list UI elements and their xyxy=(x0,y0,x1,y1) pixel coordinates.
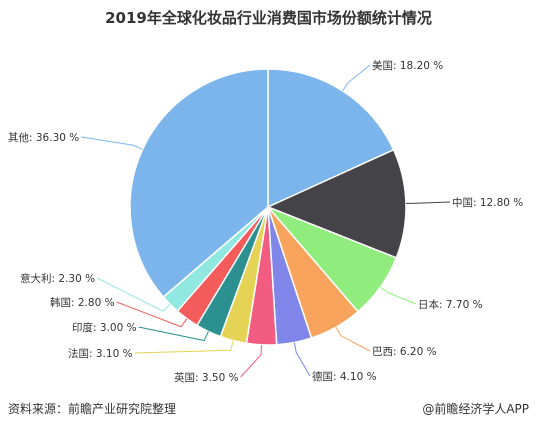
footer: 资料来源：前瞻产业研究院整理 @前瞻经济学人APP xyxy=(0,398,537,426)
source-note: 资料来源：前瞻产业研究院整理 xyxy=(8,402,177,416)
connector-line-6 xyxy=(240,344,262,378)
slice-label-4: 巴西: 6.20 % xyxy=(372,346,437,358)
slice-label-7: 法国: 3.10 % xyxy=(68,347,133,360)
slice-label-9: 韩国: 2.80 % xyxy=(50,296,115,309)
slice-label-2: 中国: 12.80 % xyxy=(452,196,523,209)
pie-chart: 美国: 18.20 % 中国: 12.80 % 日本: 7.70 % 巴西: 6.20… xyxy=(8,59,523,384)
connector-line-11 xyxy=(81,136,143,150)
slice-label-3: 日本: 7.70 % xyxy=(418,298,483,311)
connector-line-3 xyxy=(380,286,417,305)
connector-line-9 xyxy=(116,301,188,328)
slice-label-8: 印度: 3.00 % xyxy=(72,321,137,334)
chart-title: 2019年全球化妆品行业消费国市场份额统计情况 xyxy=(105,9,432,27)
slice-label-5: 德国: 4.10 % xyxy=(312,370,377,383)
connector-line-8 xyxy=(138,326,209,342)
brand-credit: @前瞻经济学人APP xyxy=(422,402,529,416)
slice-label-10: 意大利: 2.30 % xyxy=(20,272,95,285)
connector-line-1 xyxy=(342,64,371,92)
connector-line-10 xyxy=(96,277,171,312)
connector-line-7 xyxy=(134,340,234,354)
connector-line-4 xyxy=(335,326,371,352)
pie-slice-1 xyxy=(267,68,395,209)
slice-label-6: 英国: 3.50 % xyxy=(174,371,239,384)
pie-slice-11 xyxy=(129,68,269,299)
connector-line-5 xyxy=(293,342,311,377)
slice-label-1: 美国: 18.20 % xyxy=(372,59,443,72)
connector-line-2 xyxy=(405,201,451,205)
slice-label-11: 其他: 36.30 % xyxy=(8,131,79,144)
